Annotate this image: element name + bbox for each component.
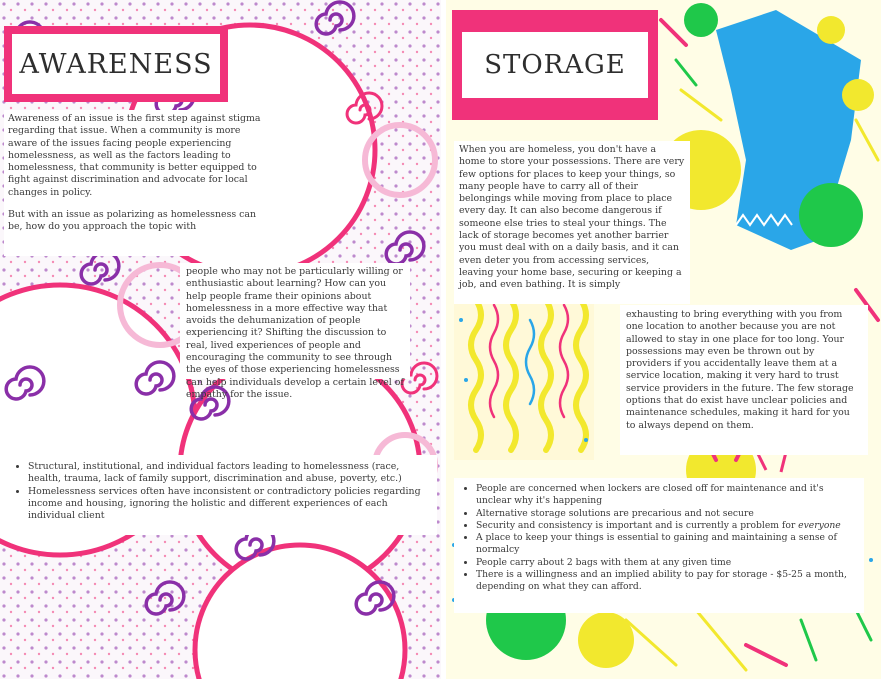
awareness-page: AWARENESS Awareness of an issue is the f… <box>0 0 441 679</box>
title-frame: AWARENESS <box>4 26 228 102</box>
emphasis-text: everyone <box>798 519 841 531</box>
list-item: People carry about 2 bags with them at a… <box>476 557 858 569</box>
list-item: There is a willingness and an implied ab… <box>476 569 858 594</box>
list-item: People are concerned when lockers are cl… <box>476 483 858 508</box>
paragraph: Awareness of an issue is the first step … <box>8 113 261 198</box>
paragraph: But with an issue as polarizing as homel… <box>8 209 257 233</box>
empathy-text-block: people who may not be particularly willi… <box>180 263 410 400</box>
list-item: Alternative storage solutions are precar… <box>476 508 858 520</box>
storage-bullet-list: People are concerned when lockers are cl… <box>454 478 864 613</box>
factors-bullet-list: Structural, institutional, and individua… <box>4 455 437 535</box>
storage-text-continued: exhausting to bring everything with you … <box>620 305 868 455</box>
paragraph: exhausting to bring everything with you … <box>626 309 854 431</box>
page-title: STORAGE <box>462 32 648 98</box>
storage-page: STORAGE When you are homeless, you don't… <box>446 0 881 679</box>
list-item: Structural, institutional, and individua… <box>28 461 431 486</box>
intro-text-block: Awareness of an issue is the first step … <box>4 110 274 256</box>
title-frame: STORAGE <box>452 10 658 120</box>
list-item: Homelessness services often have inconsi… <box>28 486 431 523</box>
page-title: AWARENESS <box>12 34 220 94</box>
list-item: Security and consistency is important an… <box>476 520 858 532</box>
paragraph: people who may not be particularly willi… <box>186 266 404 400</box>
storage-text-block: When you are homeless, you don't have a … <box>454 141 690 304</box>
paragraph: When you are homeless, you don't have a … <box>459 144 685 291</box>
list-item-text: Security and consistency is important an… <box>476 519 799 531</box>
list-item: A place to keep your things is essential… <box>476 532 858 557</box>
